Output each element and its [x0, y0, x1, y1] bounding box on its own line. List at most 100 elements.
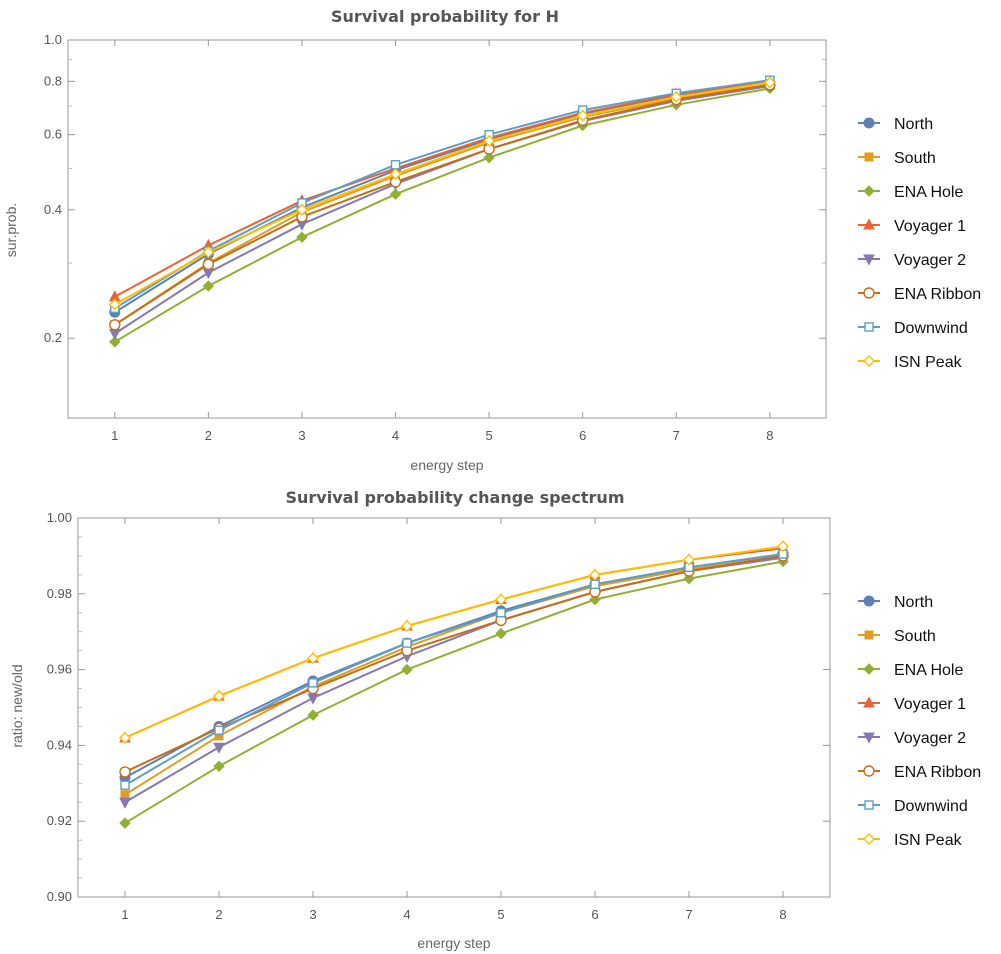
- legend-label: North: [894, 116, 933, 133]
- legend-item: South: [858, 628, 936, 645]
- y-tick-label: 0.6: [44, 127, 62, 142]
- data-point: [496, 608, 506, 618]
- x-tick-label: 4: [392, 428, 399, 443]
- legend-item: ENA Ribbon: [858, 764, 981, 781]
- data-point: [120, 790, 130, 800]
- legend-label: Voyager 1: [894, 218, 966, 235]
- legend-item: ENA Ribbon: [858, 286, 981, 303]
- y-tick-label: 0.90: [47, 889, 72, 904]
- legend-item: Voyager 1: [858, 696, 966, 713]
- series-ena-hole: [109, 82, 776, 348]
- x-tick-label: 2: [215, 907, 222, 922]
- data-point: [389, 188, 402, 200]
- legend-label: Downwind: [894, 798, 968, 815]
- series-line: [124, 554, 784, 796]
- series-south: [110, 80, 775, 330]
- data-point: [389, 168, 402, 181]
- data-point: [589, 568, 601, 581]
- legend-item: South: [858, 150, 936, 167]
- legend-item: Voyager 2: [858, 252, 966, 269]
- series-line: [114, 81, 771, 306]
- data-point: [119, 817, 131, 829]
- data-point: [295, 203, 308, 216]
- y-tick-label: 1.00: [47, 510, 72, 525]
- x-tick-label: 8: [766, 428, 773, 443]
- series-line: [114, 83, 771, 326]
- x-axis-label: energy step: [417, 935, 490, 951]
- x-axis-label: energy step: [410, 457, 483, 473]
- data-point: [401, 620, 413, 633]
- y-tick-label: 0.4: [44, 202, 62, 217]
- data-point: [763, 76, 776, 89]
- y-tick-label: 0.92: [47, 813, 72, 828]
- x-tick-label: 4: [403, 907, 410, 922]
- legend-marker: [863, 218, 875, 230]
- legend-item: Voyager 2: [858, 730, 966, 747]
- chart-1: Survival probability for H energy step sur…: [3, 7, 981, 473]
- x-tick-label: 1: [121, 907, 128, 922]
- y-tick-label: 0.2: [44, 330, 62, 345]
- legend-marker: [863, 595, 875, 607]
- legend-marker: [863, 185, 875, 197]
- x-tick-label: 2: [205, 428, 212, 443]
- data-point: [590, 579, 600, 590]
- legend-item: Downwind: [858, 320, 968, 337]
- legend-marker: [863, 732, 875, 744]
- data-point: [213, 690, 225, 703]
- data-point: [683, 553, 695, 566]
- series-isn-peak: [108, 76, 776, 311]
- legend-marker: [863, 254, 875, 266]
- legend: North South ENA Hole Voyager 1 Voyager 2 ENA …: [858, 594, 981, 849]
- legend-marker: [864, 152, 874, 162]
- x-tick-label: 5: [497, 907, 504, 922]
- series-line: [114, 80, 771, 298]
- legend-item: ISN Peak: [858, 832, 963, 849]
- legend-label: ENA Ribbon: [894, 764, 981, 781]
- legend-marker: [863, 117, 875, 129]
- legend-item: Downwind: [858, 798, 968, 815]
- series-ena-ribbon: [109, 79, 776, 331]
- series-line: [124, 560, 784, 824]
- chart-title: Survival probability change spectrum: [286, 488, 625, 507]
- legend-label: Voyager 1: [894, 696, 966, 713]
- legend-item: ENA Hole: [858, 662, 963, 679]
- data-point: [576, 109, 589, 122]
- chart-2: Survival probability change spectrum ener…: [9, 488, 981, 951]
- legend: North South ENA Hole Voyager 1 Voyager 2 ENA …: [858, 116, 981, 371]
- data-point: [483, 151, 495, 164]
- series-line: [114, 79, 771, 310]
- legend-label: Voyager 2: [894, 252, 966, 269]
- legend-label: ENA Hole: [894, 184, 963, 201]
- x-tick-label: 7: [685, 907, 692, 922]
- legend-label: ISN Peak: [894, 354, 963, 371]
- y-axis-label: sur.prob.: [3, 203, 19, 257]
- data-point: [109, 319, 121, 331]
- y-tick-label: 0.94: [47, 737, 72, 752]
- plot-frame: [67, 39, 827, 419]
- legend-item: ISN Peak: [858, 354, 963, 371]
- data-point: [120, 780, 130, 790]
- series-line: [124, 554, 784, 773]
- legend-item: North: [858, 116, 933, 133]
- data-point: [401, 663, 413, 676]
- legend-label: ENA Hole: [894, 662, 963, 679]
- legend-label: Voyager 2: [894, 730, 966, 747]
- data-point: [119, 766, 131, 778]
- legend-marker: [864, 800, 874, 810]
- x-tick-label: 8: [779, 907, 786, 922]
- series-downwind: [120, 549, 788, 790]
- series-voyager-2: [108, 81, 776, 341]
- x-tick-label: 6: [591, 907, 598, 922]
- legend-marker: [863, 663, 875, 675]
- data-point: [108, 329, 121, 341]
- legend-item: Voyager 1: [858, 218, 966, 235]
- data-point: [214, 725, 224, 735]
- data-point: [202, 280, 215, 292]
- legend-label: South: [894, 628, 936, 645]
- legend-label: North: [894, 594, 933, 611]
- legend-item: ENA Hole: [858, 184, 963, 201]
- series-line: [114, 87, 771, 343]
- data-point: [119, 797, 131, 809]
- series-line: [124, 547, 784, 739]
- legend-item: North: [858, 594, 933, 611]
